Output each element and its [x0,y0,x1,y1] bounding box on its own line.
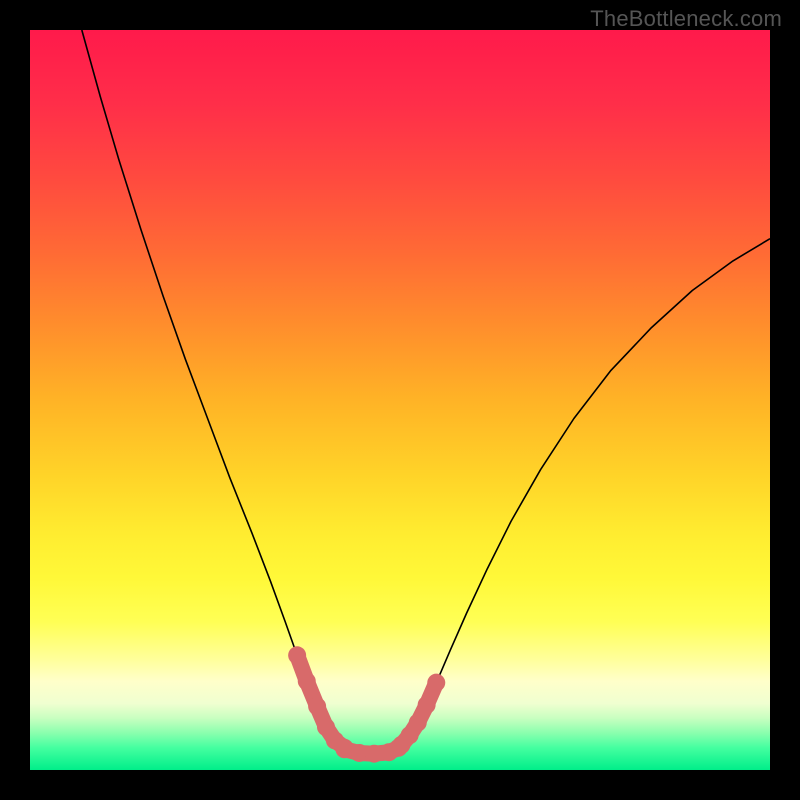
highlight-right-dot [418,696,436,714]
highlight-left-dot [298,672,316,690]
plot-gradient-background [30,30,770,770]
highlight-right-dot [409,714,427,732]
bottleneck-chart [0,0,800,800]
highlight-left-dot [288,646,306,664]
chart-container: TheBottleneck.com [0,0,800,800]
watermark-text: TheBottleneck.com [590,6,782,32]
highlight-right-dot [427,674,445,692]
highlight-left-dot [308,697,326,715]
